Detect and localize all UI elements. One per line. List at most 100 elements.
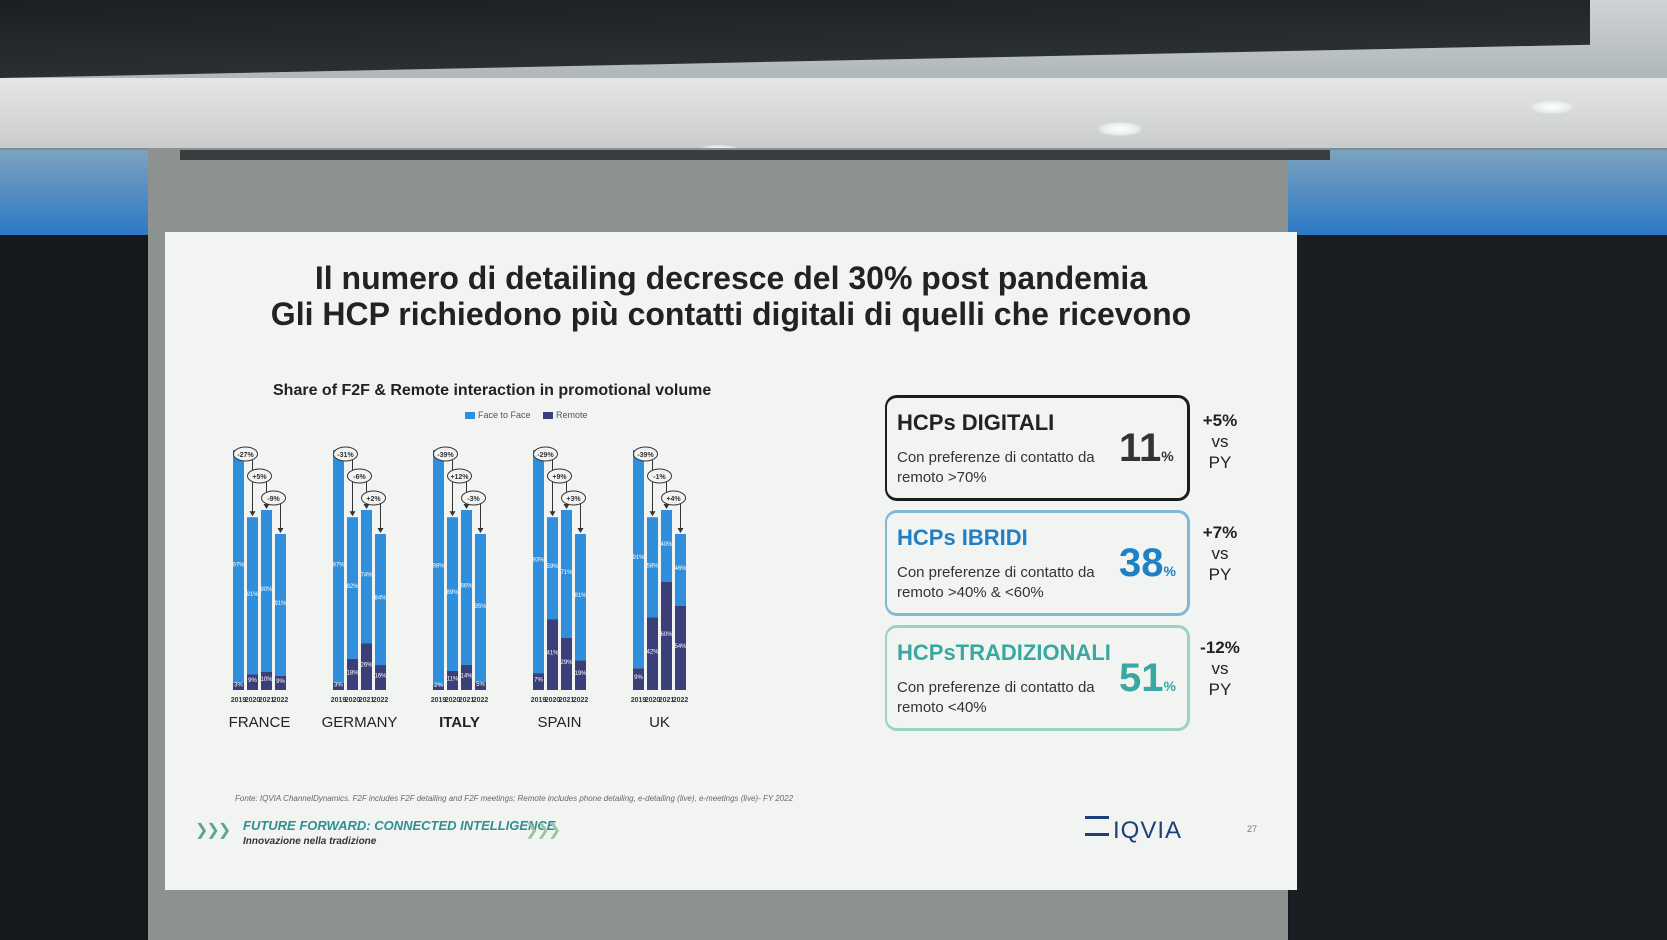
delta-py: PY bbox=[1208, 453, 1232, 472]
bar-value-label: 90% bbox=[260, 587, 273, 593]
kpi-title: HCPs DIGITALI bbox=[897, 410, 1055, 435]
year-tick-label: 2021 bbox=[659, 697, 675, 704]
change-badge bbox=[561, 490, 586, 506]
change-label: -39% bbox=[437, 452, 454, 459]
bar-value-label: 58% bbox=[646, 563, 659, 569]
country-label: UK bbox=[649, 714, 670, 731]
bar-face-to-face bbox=[447, 517, 458, 671]
change-badge bbox=[347, 468, 372, 484]
bar-value-label: 9% bbox=[248, 678, 257, 684]
bar-value-label: 82% bbox=[346, 584, 359, 590]
year-tick-label: 2022 bbox=[673, 697, 689, 704]
presentation-slide: Il numero di detailing decresce del 30% … bbox=[165, 232, 1297, 890]
footer-subtitle: Innovazione nella tradizione bbox=[243, 836, 377, 847]
bar-face-to-face bbox=[547, 517, 558, 620]
change-label: -6% bbox=[353, 474, 366, 481]
change-label: -3% bbox=[467, 496, 480, 503]
source-note: Fonte: IQVIA ChannelDynamics. F2F includ… bbox=[235, 794, 794, 803]
kpi-delta-ibridi: +7% vs PY bbox=[1185, 522, 1255, 585]
delta-vs: vs bbox=[1211, 544, 1229, 563]
bar-remote bbox=[533, 673, 544, 690]
delta-vs: vs bbox=[1211, 659, 1229, 678]
bar-remote bbox=[361, 643, 372, 690]
bar-remote bbox=[475, 682, 486, 690]
kpi-description: Con preferenze di contatto da remoto <40… bbox=[897, 679, 1095, 716]
bar-value-label: 98% bbox=[432, 564, 445, 570]
ceiling-band bbox=[0, 78, 1667, 148]
change-badge bbox=[533, 446, 558, 462]
change-label: -39% bbox=[637, 452, 654, 459]
bar-value-label: 40% bbox=[660, 542, 673, 548]
bar-value-label: 91% bbox=[632, 555, 645, 561]
change-badge bbox=[661, 490, 686, 506]
chart-title: Share of F2F & Remote interaction in pro… bbox=[273, 382, 712, 399]
slide-title: Il numero di detailing decresce del 30% … bbox=[314, 260, 1148, 296]
bar-face-to-face bbox=[647, 517, 658, 618]
bar-value-label: 54% bbox=[674, 644, 687, 650]
year-tick-label: 2019 bbox=[431, 697, 447, 704]
year-tick-label: 2021 bbox=[559, 697, 575, 704]
bar-value-label: 95% bbox=[474, 604, 487, 610]
bar-value-label: 18% bbox=[346, 670, 359, 676]
change-badge bbox=[461, 490, 486, 506]
bar-value-label: 59% bbox=[546, 564, 559, 570]
bar-value-label: 71% bbox=[560, 570, 573, 576]
change-badge bbox=[333, 446, 358, 462]
bar-remote bbox=[561, 637, 572, 690]
bar-value-label: 19% bbox=[574, 671, 587, 677]
bar-value-label: 97% bbox=[232, 562, 245, 568]
footer-arrows-icon: ❯❯❯ bbox=[525, 822, 561, 839]
bar-value-label: 9% bbox=[634, 675, 643, 681]
change-badge bbox=[447, 468, 472, 484]
bar-value-label: 86% bbox=[460, 583, 473, 589]
bar-face-to-face bbox=[247, 517, 258, 675]
change-label: +3% bbox=[566, 496, 581, 503]
kpi-description: Con preferenze di contatto da remoto >40… bbox=[897, 564, 1095, 601]
kpi-box-digitali: HCPs DIGITALI Con preferenze di contatto… bbox=[885, 395, 1190, 501]
bar-remote bbox=[261, 672, 272, 690]
kpi-box-ibridi: HCPs IBRIDI Con preferenze di contatto d… bbox=[885, 510, 1190, 616]
bar-value-label: 11% bbox=[447, 676, 459, 682]
change-label: +2% bbox=[366, 496, 381, 503]
change-label: -9% bbox=[267, 496, 280, 503]
legend-item-remote: Remote bbox=[543, 410, 588, 420]
bar-face-to-face bbox=[333, 450, 344, 683]
country-label: GERMANY bbox=[322, 714, 398, 731]
bar-face-to-face bbox=[375, 534, 386, 666]
bar-face-to-face bbox=[347, 517, 358, 659]
bar-remote bbox=[233, 682, 244, 690]
bar-value-label: 14% bbox=[460, 673, 473, 679]
kpi-percentage: 51% bbox=[1119, 656, 1176, 700]
year-tick-label: 2019 bbox=[231, 697, 247, 704]
kpi-title: HCPs IBRIDI bbox=[897, 525, 1028, 550]
bar-value-label: 3% bbox=[234, 682, 243, 688]
bar-face-to-face bbox=[361, 510, 372, 644]
kpi-description: Con preferenze di contatto da remoto >70… bbox=[897, 449, 1095, 486]
year-tick-label: 2022 bbox=[273, 697, 289, 704]
iqvia-logo: IQVIA bbox=[1085, 816, 1182, 845]
year-tick-label: 2020 bbox=[445, 697, 461, 704]
bar-value-label: 74% bbox=[360, 573, 373, 579]
bar-face-to-face bbox=[275, 534, 286, 676]
bar-remote bbox=[375, 665, 386, 690]
bar-remote bbox=[275, 675, 286, 690]
change-arrowhead bbox=[277, 528, 284, 533]
bar-face-to-face bbox=[461, 510, 472, 665]
bar-value-label: 29% bbox=[560, 660, 573, 666]
change-label: -27% bbox=[237, 452, 254, 459]
bar-face-to-face bbox=[575, 534, 586, 661]
change-badge bbox=[547, 468, 572, 484]
bar-remote bbox=[333, 682, 344, 690]
kpi-box-tradizionali: HCPsTRADIZIONALI Con preferenze di conta… bbox=[885, 625, 1190, 731]
year-tick-label: 2021 bbox=[359, 697, 375, 704]
change-arrowhead bbox=[377, 528, 384, 533]
bar-value-label: 26% bbox=[360, 663, 373, 669]
bar-remote bbox=[447, 670, 458, 690]
footer-arrows-icon: ❯❯❯ bbox=[195, 822, 231, 839]
year-tick-label: 2021 bbox=[459, 697, 475, 704]
change-badge bbox=[633, 446, 658, 462]
bar-remote bbox=[661, 582, 672, 690]
slide-subtitle: Gli HCP richiedono più contatti digitali… bbox=[270, 296, 1192, 332]
bar-value-label: 9% bbox=[276, 679, 285, 685]
bar-remote bbox=[461, 664, 472, 690]
